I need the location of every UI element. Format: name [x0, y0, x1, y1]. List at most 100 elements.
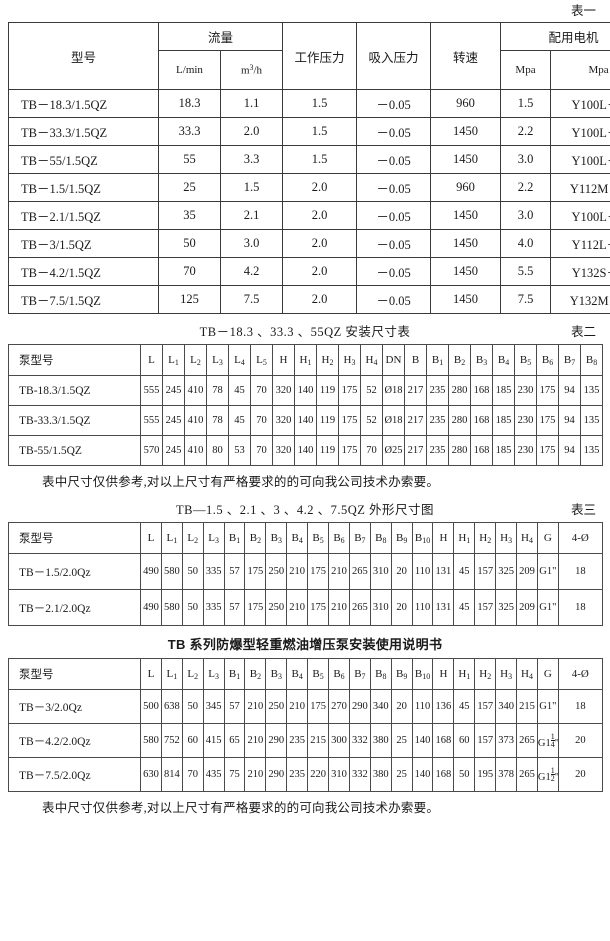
dim-cell: 630	[140, 757, 162, 792]
dim-cell: 94	[558, 405, 581, 436]
table-row: TB-33.3/1.5QZ 555 245 410 78 45 70 320 140 119 175…	[8, 405, 603, 436]
suction-pressure-cell: －0.05	[356, 285, 432, 314]
model-cell: TB－4.2/1.5QZ	[8, 257, 159, 286]
dim-cell: 373	[495, 723, 518, 758]
header-flow: 流量	[157, 22, 284, 51]
dim-cell: 250	[265, 553, 288, 590]
dim-cell: 119	[316, 435, 339, 466]
dim-cell: 157	[474, 589, 497, 626]
motor-model-cell: Y100L－4	[550, 117, 610, 146]
header-b5: B5	[307, 522, 330, 554]
header-b4: B4	[492, 344, 515, 376]
dim-cell: 340	[495, 689, 518, 724]
table2-body: TB-18.3/1.5QZ 555 245 410 78 45 70 320 140 119 175…	[8, 375, 603, 466]
dim-cell: 250	[265, 689, 288, 724]
dim-cell: 310	[369, 589, 392, 626]
flow-lmin-cell: 35	[158, 201, 221, 230]
dim-cell: 50	[453, 757, 476, 792]
dim-cell: 332	[348, 757, 371, 792]
header-b10: B10	[411, 658, 434, 690]
table2-header-row: 泵型号 L L1 L2 L3 L4 L5 H H1 H2 H3 H4 DN B B1 B2 B3 B4 B5 B6 B7…	[8, 344, 603, 376]
table-row: TB－3/2.0Qz 500 638 50 345 57 210 250 210 175 270 29…	[8, 689, 603, 724]
table3-header-row: 泵型号 L L1 L2 L3 B1 B2 B3 B4 B5 B6 B7 B8 B9 B10 H H1 H2 H3 H4…	[8, 522, 603, 554]
header-b3: B3	[265, 522, 288, 554]
flow-m3h-cell: 3.3	[219, 145, 284, 174]
dim-cell: 175	[307, 589, 330, 626]
flow-m3h-cell: 7.5	[219, 285, 284, 314]
dim-cell: 335	[202, 553, 225, 590]
dim-cell: 210	[244, 689, 267, 724]
dim-cell: 131	[432, 589, 455, 626]
header-h1: H1	[453, 522, 476, 554]
header-b8: B8	[369, 522, 392, 554]
bolt-hole-cell: 20	[557, 723, 603, 758]
dim-cell: 157	[474, 689, 497, 724]
dim-cell: 65	[223, 723, 246, 758]
table2-caption-row: TB－18.3 、33.3 、55QZ 安装尺寸表 表二	[8, 320, 602, 344]
dim-cell: 490	[140, 553, 162, 590]
header-h3: H3	[495, 658, 518, 690]
dim-cell: 136	[432, 689, 455, 724]
header-b1: B1	[223, 658, 246, 690]
dim-cell: 265	[516, 757, 538, 792]
model-cell: TB-18.3/1.5QZ	[8, 375, 141, 406]
header-b6: B6	[536, 344, 559, 376]
dim-cell: 119	[316, 375, 339, 406]
dim-cell: 70	[181, 757, 204, 792]
dim-cell: 45	[453, 589, 476, 626]
motor-model-cell: Y112L－4	[550, 229, 610, 258]
dim-cell: 814	[160, 757, 183, 792]
suction-pressure-cell: －0.05	[356, 229, 432, 258]
model-cell: TB－1.5/2.0Qz	[8, 553, 141, 590]
thread-size-cell: G1"	[536, 689, 559, 724]
dim-cell: 175	[244, 553, 267, 590]
header-l4: L4	[228, 344, 251, 376]
dim-cell: 168	[470, 405, 493, 436]
dim-cell: 210	[286, 689, 309, 724]
table-row: TB-18.3/1.5QZ 555 245 410 78 45 70 320 140 119 175…	[8, 375, 603, 406]
dim-cell: 25	[390, 723, 413, 758]
dim-cell: 185	[492, 375, 515, 406]
header-speed: 转速	[430, 22, 502, 90]
header-pump-model: 泵型号	[8, 344, 141, 376]
dim-cell: 210	[286, 589, 309, 626]
install-dimension-table-2: 泵型号 L L1 L2 L3 B1 B2 B3 B4 B5 B6 B7 B8 B9 B10 H H1 H2 H3 H4…	[8, 658, 603, 792]
header-b: B	[404, 344, 427, 376]
table-row: TB－4.2/2.0Qz 580 752 60 415 65 210 290 235 215 300…	[8, 723, 603, 758]
dim-cell: 380	[369, 723, 392, 758]
header-l2: L2	[181, 658, 204, 690]
work-pressure-cell: 1.5	[282, 117, 358, 146]
dim-cell: 410	[184, 375, 207, 406]
dim-cell: 168	[432, 723, 455, 758]
dim-cell: 18	[557, 553, 603, 590]
dim-cell: 70	[250, 435, 273, 466]
dim-cell: 320	[272, 435, 295, 466]
dim-cell: 110	[411, 553, 434, 590]
header-work-pressure: 工作压力	[282, 22, 358, 90]
dim-cell: 209	[516, 553, 538, 590]
model-cell: TB－7.5/1.5QZ	[8, 285, 159, 314]
table1-header-row-1: 型号 流量 工作压力 吸入压力 转速 配用电机	[8, 22, 610, 90]
header-b2: B2	[244, 658, 267, 690]
dim-cell: 410	[184, 405, 207, 436]
suction-pressure-cell: －0.05	[356, 89, 432, 118]
dim-cell: 78	[206, 405, 229, 436]
dim-cell: 175	[536, 375, 559, 406]
dim-cell: 60	[453, 723, 476, 758]
dim-cell: 235	[426, 405, 449, 436]
dim-cell: 378	[495, 757, 518, 792]
table3-body: TB－1.5/2.0Qz 490 580 50 335 57 175 250 210 175 210…	[8, 553, 603, 626]
dim-cell: 52	[360, 405, 383, 436]
dim-cell: 75	[223, 757, 246, 792]
header-b9: B9	[390, 522, 413, 554]
outline-dimension-table: 泵型号 L L1 L2 L3 B1 B2 B3 B4 B5 B6 B7 B8 B9 B10 H H1 H2 H3 H4…	[8, 522, 603, 626]
header-b5: B5	[514, 344, 537, 376]
speed-cell: 1450	[430, 201, 502, 230]
header-b9: B9	[390, 658, 413, 690]
dim-cell: 290	[265, 723, 288, 758]
dim-cell: Ø18	[382, 375, 405, 406]
flow-lmin-cell: 125	[158, 285, 221, 314]
